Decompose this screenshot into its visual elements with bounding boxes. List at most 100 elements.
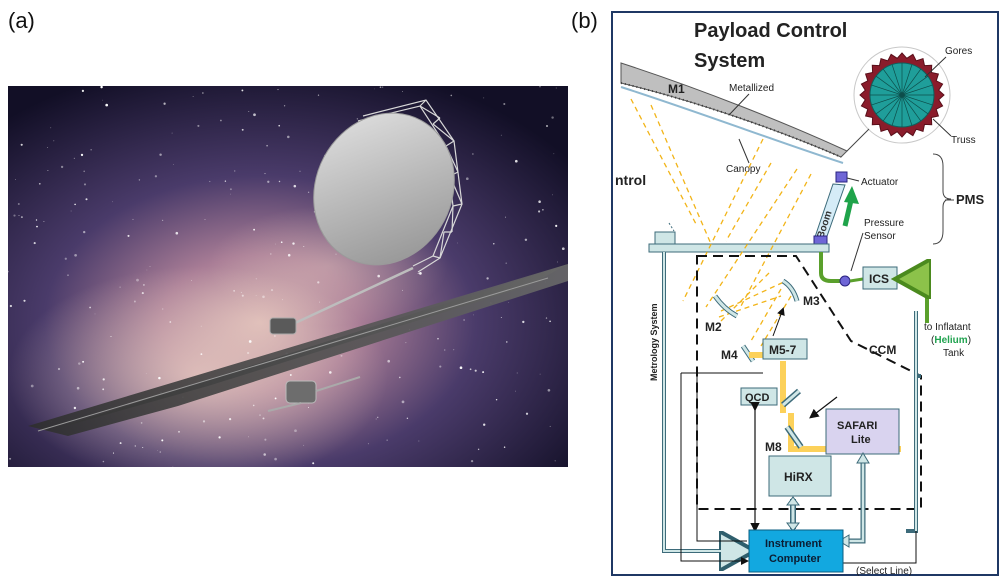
m3-pointer xyxy=(772,307,785,337)
star xyxy=(444,349,446,351)
star xyxy=(280,241,283,244)
m1-metallized-layer xyxy=(620,82,842,158)
boom xyxy=(292,266,414,326)
star xyxy=(555,224,558,227)
gore-seam xyxy=(901,94,933,106)
star xyxy=(241,89,244,92)
metallized-label: Metallized xyxy=(729,83,774,94)
star xyxy=(89,306,91,309)
star xyxy=(241,128,244,131)
star xyxy=(90,149,92,151)
star xyxy=(229,418,232,421)
star xyxy=(80,153,84,157)
control-line-1 xyxy=(680,373,749,565)
m2-label: M2 xyxy=(705,320,722,334)
star xyxy=(401,400,405,404)
safari-label-2: Lite xyxy=(851,434,871,446)
star xyxy=(386,439,388,441)
canopy-leader xyxy=(738,138,750,164)
star xyxy=(110,335,112,338)
star xyxy=(111,201,113,203)
star xyxy=(551,116,554,119)
star xyxy=(561,247,565,251)
gore-seam xyxy=(882,68,903,96)
star xyxy=(7,270,9,273)
star xyxy=(270,289,274,292)
star xyxy=(474,369,477,372)
star xyxy=(264,173,266,175)
metrology-unit xyxy=(654,231,676,245)
star xyxy=(248,436,249,438)
star xyxy=(453,349,455,351)
star xyxy=(134,445,136,447)
telescope-render-svg xyxy=(7,85,568,486)
gore-seam xyxy=(891,64,903,96)
star xyxy=(233,290,235,292)
pressure-sensor-node xyxy=(839,275,851,287)
star xyxy=(159,153,162,156)
star xyxy=(319,301,321,303)
star xyxy=(172,466,174,467)
star xyxy=(173,163,174,165)
star xyxy=(112,452,115,454)
star xyxy=(508,302,510,303)
star xyxy=(472,314,474,316)
actuation-arrow-head xyxy=(844,186,859,204)
instrument-computer-label-1: Instrument xyxy=(765,538,822,550)
star xyxy=(154,175,158,178)
star xyxy=(538,210,541,213)
star xyxy=(367,443,369,445)
control-line-2 xyxy=(696,373,747,542)
canopy-label: Canopy xyxy=(726,164,760,175)
star xyxy=(379,86,382,89)
title-line-2: System xyxy=(694,50,765,72)
star xyxy=(274,335,276,337)
star xyxy=(516,372,518,374)
star xyxy=(495,398,498,401)
dish-truss xyxy=(357,99,463,273)
star xyxy=(18,215,20,216)
gore-seam xyxy=(891,94,903,126)
star xyxy=(264,438,267,441)
star xyxy=(202,92,204,94)
telescope-render-image xyxy=(7,85,568,486)
star xyxy=(524,238,528,242)
gore-seam xyxy=(901,94,922,122)
star xyxy=(162,308,164,310)
star xyxy=(278,180,281,183)
star xyxy=(398,376,401,379)
gore-seam xyxy=(901,64,913,96)
star xyxy=(119,286,121,288)
star xyxy=(220,119,222,122)
inflatant-label-1: to Inflatant xyxy=(924,322,971,333)
star xyxy=(197,124,200,127)
hirx-box xyxy=(768,455,832,497)
star xyxy=(145,373,147,374)
star xyxy=(204,219,206,220)
gore-seam xyxy=(871,84,903,96)
star xyxy=(149,266,151,267)
star xyxy=(105,103,109,107)
star xyxy=(275,243,277,245)
star xyxy=(200,325,202,327)
star xyxy=(253,113,256,117)
star xyxy=(9,304,13,308)
inset-callout-line xyxy=(846,128,870,152)
star xyxy=(83,183,87,186)
star xyxy=(224,180,227,182)
star xyxy=(202,420,206,423)
star xyxy=(554,460,556,462)
star xyxy=(13,214,16,217)
star xyxy=(253,228,255,231)
truss-gores-inset xyxy=(853,46,951,144)
star xyxy=(252,404,255,407)
star xyxy=(255,295,257,296)
optical-bench xyxy=(648,243,830,253)
star xyxy=(437,337,439,340)
star xyxy=(140,422,143,424)
safari-computer-link-inner xyxy=(843,457,865,543)
star xyxy=(142,283,145,286)
star xyxy=(20,143,23,146)
star xyxy=(303,444,305,446)
star xyxy=(83,230,86,234)
